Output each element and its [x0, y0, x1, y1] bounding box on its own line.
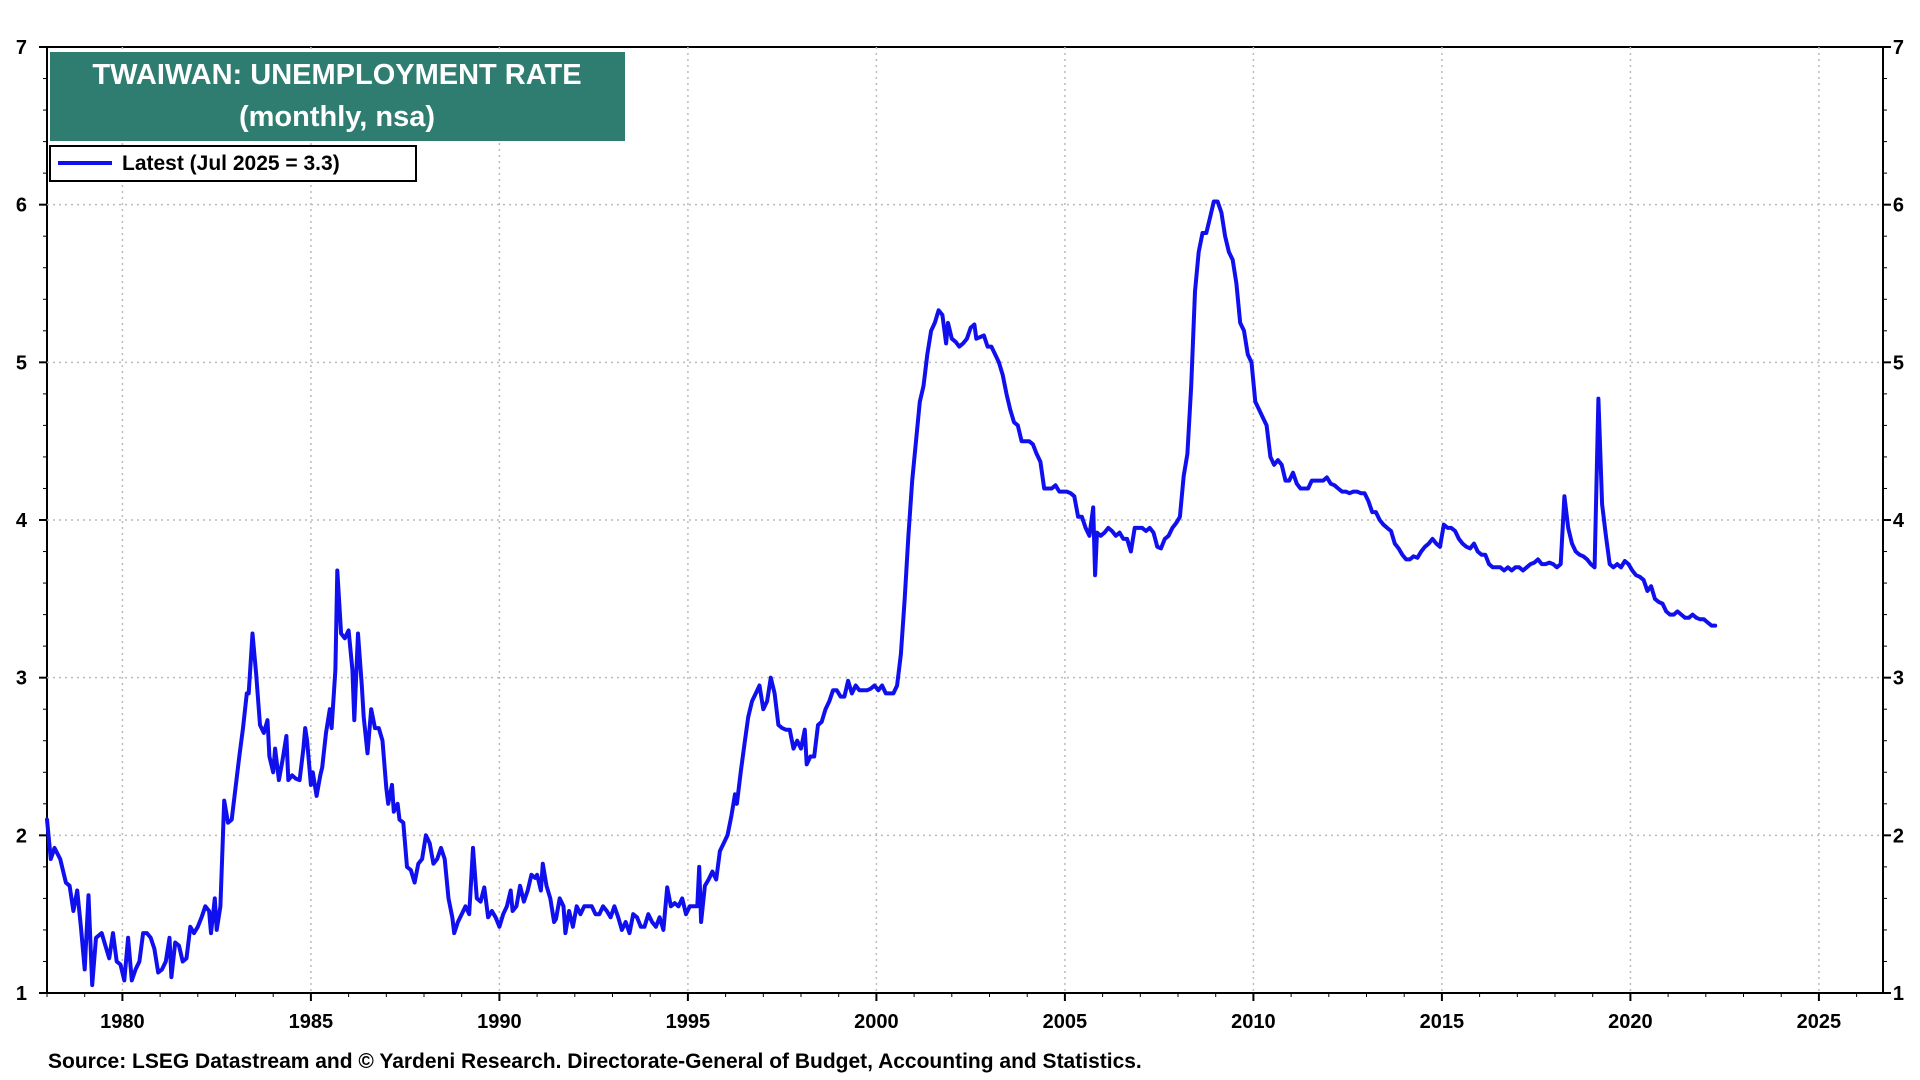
- legend-label: Latest (Jul 2025 = 3.3): [122, 152, 340, 175]
- y-tick-label-right: 7: [1893, 37, 1904, 59]
- grid: [47, 47, 1883, 993]
- title-background: [50, 52, 625, 141]
- chart-title: TWAIWAN: UNEMPLOYMENT RATE: [92, 59, 581, 91]
- x-tick-label: 2015: [1420, 1011, 1465, 1033]
- x-tick-label: 2010: [1231, 1011, 1276, 1033]
- y-tick-label-right: 4: [1893, 510, 1905, 532]
- title-box: TWAIWAN: UNEMPLOYMENT RATE (monthly, nsa…: [50, 52, 625, 141]
- y-tick-label-left: 4: [16, 510, 28, 532]
- x-tick-label: 1985: [289, 1011, 334, 1033]
- y-tick-label-right: 1: [1893, 983, 1904, 1005]
- chart-subtitle: (monthly, nsa): [239, 101, 435, 133]
- x-tick-label: 2025: [1797, 1011, 1842, 1033]
- x-tick-label: 2000: [854, 1011, 899, 1033]
- x-tick-label: 2005: [1043, 1011, 1088, 1033]
- x-tick-label: 1990: [477, 1011, 522, 1033]
- y-tick-label-left: 2: [16, 825, 27, 847]
- source-note: Source: LSEG Datastream and © Yardeni Re…: [48, 1050, 1142, 1073]
- y-tick-label-left: 1: [16, 983, 27, 1005]
- y-tick-label-right: 6: [1893, 195, 1904, 217]
- y-tick-label-right: 5: [1893, 352, 1904, 374]
- tick-labels: 1 1 2 2 3 3 4 4 5 5 6 6 7 7 1980 1985 1990 1995 2000 2005 20…: [16, 37, 1905, 1033]
- y-tick-label-right: 2: [1893, 825, 1904, 847]
- series-line-unemployment-rate: [45, 199, 1718, 988]
- series-layer: [45, 199, 1718, 988]
- x-tick-label: 1980: [100, 1011, 145, 1033]
- y-tick-label-left: 3: [16, 668, 27, 690]
- ticks: [39, 46, 1891, 1001]
- y-tick-label-left: 5: [16, 352, 27, 374]
- y-tick-label-right: 3: [1893, 668, 1904, 690]
- x-tick-label: 2020: [1608, 1011, 1653, 1033]
- y-tick-label-left: 6: [16, 195, 27, 217]
- y-tick-label-left: 7: [16, 37, 27, 59]
- x-tick-label: 1995: [666, 1011, 711, 1033]
- legend: Latest (Jul 2025 = 3.3): [49, 145, 417, 182]
